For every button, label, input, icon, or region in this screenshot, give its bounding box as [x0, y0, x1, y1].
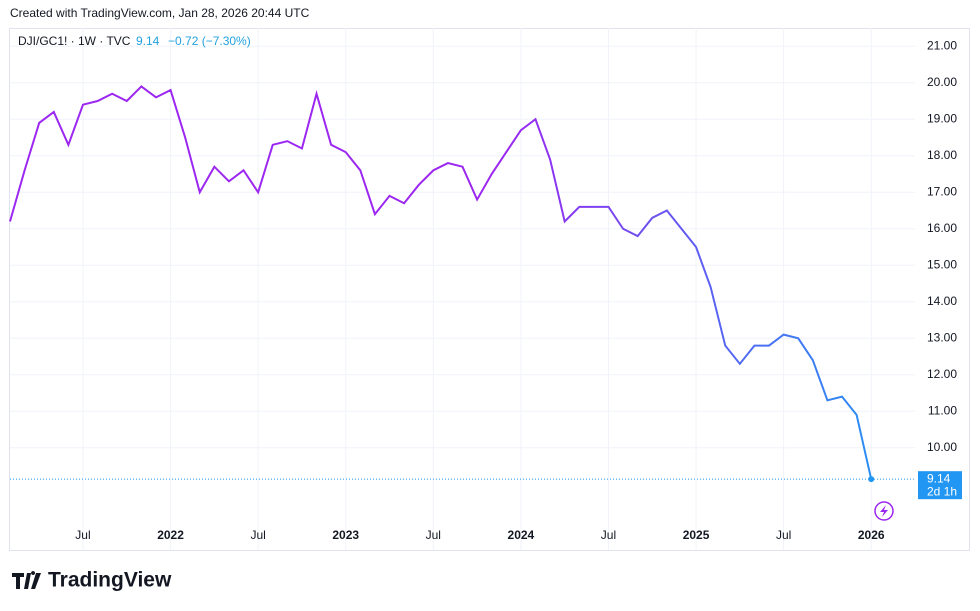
- y-tick-label: 17.00: [927, 184, 957, 198]
- price-badge-value: 9.14: [927, 471, 951, 485]
- symbol: DJI/GC1! · 1W · TVC: [18, 34, 131, 48]
- x-tick-label: Jul: [426, 528, 441, 542]
- y-tick-label: 18.00: [927, 148, 957, 162]
- y-tick-label: 13.00: [927, 330, 957, 344]
- y-tick-label: 21.00: [927, 38, 957, 52]
- x-tick-label: Jul: [776, 528, 791, 542]
- y-tick-label: 20.00: [927, 75, 957, 89]
- y-tick-label: 12.00: [927, 367, 957, 381]
- x-tick-label: 2024: [508, 528, 535, 542]
- y-tick-label: 10.00: [927, 440, 957, 454]
- x-tick-label: Jul: [250, 528, 265, 542]
- frame: [9, 28, 970, 551]
- logo: TradingView: [12, 569, 172, 592]
- created-note: Created with TradingView.com, Jan 28, 20…: [10, 6, 310, 20]
- event-icon-bolt: [880, 505, 888, 517]
- x-tick-label: 2022: [157, 528, 184, 542]
- price-badge: [918, 471, 962, 500]
- price-line: [9, 85, 873, 480]
- last-point: [868, 476, 875, 483]
- y-tick-label: 19.00: [927, 111, 957, 125]
- event-icon[interactable]: [874, 501, 894, 521]
- x-tick-label: 2026: [858, 528, 885, 542]
- change: −0.72 (−7.30%): [168, 34, 251, 48]
- last-value: 9.14: [136, 34, 160, 48]
- brand: TradingView: [48, 569, 172, 592]
- y-tick-label: 16.00: [927, 221, 957, 235]
- x-tick-label: 2023: [332, 528, 359, 542]
- countdown: 2d 1h: [927, 484, 957, 498]
- x-tick-label: 2025: [683, 528, 710, 542]
- x-tick-label: Jul: [601, 528, 616, 542]
- y-tick-label: 11.00: [928, 403, 957, 417]
- y-tick-label: 14.00: [927, 294, 957, 308]
- x-tick-label: Jul: [75, 528, 90, 542]
- y-tick-label: 15.00: [927, 257, 957, 271]
